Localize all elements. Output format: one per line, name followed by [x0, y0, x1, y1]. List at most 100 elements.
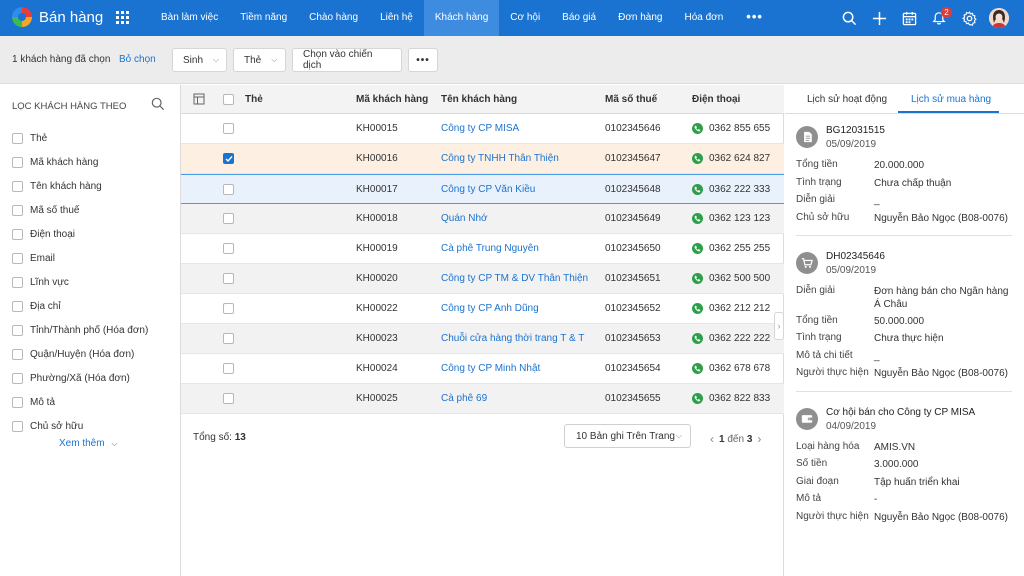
cell-customer-name-link[interactable]: Cà phê 69: [441, 393, 488, 404]
filter-item[interactable]: Mô tả: [12, 390, 148, 414]
deselect-link[interactable]: Bỏ chọn: [119, 54, 156, 65]
collapse-right-handle[interactable]: ›: [774, 312, 784, 340]
table-row[interactable]: KH00018 Quán Nhớ 0102345649 0362 123 123: [181, 204, 784, 234]
generate-dropdown-button[interactable]: Sinh ⌵: [172, 48, 227, 72]
filter-item[interactable]: Địa chỉ: [12, 294, 148, 318]
filter-checkbox[interactable]: [12, 372, 23, 384]
record-title[interactable]: Cơ hội bán cho Công ty CP MISA: [826, 406, 976, 418]
filter-item[interactable]: Thẻ: [12, 126, 148, 150]
cell-phone[interactable]: 0362 624 827: [692, 144, 770, 173]
col-customer-name[interactable]: Tên khách hàng: [441, 93, 518, 105]
next-page-icon[interactable]: ›: [757, 432, 762, 446]
nav-item[interactable]: Đơn hàng: [618, 12, 663, 23]
cell-phone[interactable]: 0362 500 500: [692, 264, 770, 293]
filter-checkbox[interactable]: [12, 228, 23, 240]
filter-item[interactable]: Chủ sở hữu: [12, 414, 148, 438]
add-to-campaign-button[interactable]: Chọn vào chiến dịch: [292, 48, 402, 72]
row-checkbox[interactable]: [223, 204, 241, 233]
filter-item[interactable]: Phường/Xã (Hóa đơn): [12, 366, 148, 390]
nav-item[interactable]: Bàn làm việc: [161, 12, 219, 23]
filter-item[interactable]: Email: [12, 246, 148, 270]
phone-icon[interactable]: [692, 393, 703, 404]
cell-customer-name-link[interactable]: Quán Nhớ: [441, 213, 488, 224]
filter-checkbox[interactable]: [12, 156, 23, 168]
row-checkbox[interactable]: [223, 294, 241, 323]
tag-dropdown-button[interactable]: Thẻ ⌵: [233, 48, 286, 72]
tab-purchase-history[interactable]: Lịch sử mua hàng: [911, 94, 992, 105]
nav-item[interactable]: Cơ hội: [510, 12, 541, 23]
cell-phone[interactable]: 0362 222 222: [692, 324, 770, 353]
filter-checkbox[interactable]: [12, 300, 23, 312]
row-checkbox[interactable]: [223, 144, 241, 173]
row-checkbox[interactable]: [223, 114, 241, 143]
filter-checkbox[interactable]: [12, 132, 23, 144]
cell-customer-name-link[interactable]: Công ty CP MISA: [441, 123, 520, 134]
tab-activity-history[interactable]: Lịch sử hoạt động: [807, 94, 888, 105]
filter-item[interactable]: Quận/Huyện (Hóa đơn): [12, 342, 148, 366]
page-size-select[interactable]: 10 Bản ghi Trên Trang ⌵: [564, 424, 691, 448]
filter-checkbox[interactable]: [12, 324, 23, 336]
row-checkbox[interactable]: [223, 324, 241, 353]
column-settings-icon[interactable]: [193, 85, 205, 113]
cell-phone[interactable]: 0362 255 255: [692, 234, 770, 263]
row-checkbox[interactable]: [223, 264, 241, 293]
cell-customer-name-link[interactable]: Công ty CP TM & DV Thân Thiện: [441, 273, 589, 284]
filter-item[interactable]: Mã số thuế: [12, 198, 148, 222]
table-row[interactable]: KH00025 Cà phê 69 0102345655 0362 822 833: [181, 384, 784, 414]
add-icon[interactable]: [864, 0, 894, 36]
cell-phone[interactable]: 0362 123 123: [692, 204, 770, 233]
notification-bell-icon[interactable]: 2: [924, 0, 954, 36]
select-all-checkbox[interactable]: [223, 85, 241, 113]
cell-phone[interactable]: 0362 222 333: [692, 175, 770, 203]
col-tax-code[interactable]: Mã số thuế: [605, 93, 658, 105]
filter-item[interactable]: Mã khách hàng: [12, 150, 148, 174]
table-row[interactable]: KH00022 Công ty CP Anh Dũng 0102345652 0362…: [181, 294, 784, 324]
filter-checkbox[interactable]: [12, 420, 23, 432]
table-row[interactable]: KH00019 Cà phê Trung Nguyên 0102345650 0362…: [181, 234, 784, 264]
filter-item[interactable]: Tên khách hàng: [12, 174, 148, 198]
nav-item[interactable]: Liên hệ: [380, 12, 413, 23]
cell-customer-name-link[interactable]: Công ty TNHH Thân Thiện: [441, 153, 559, 164]
filter-checkbox[interactable]: [12, 276, 23, 288]
col-tag[interactable]: Thẻ: [245, 93, 263, 105]
phone-icon[interactable]: [692, 363, 703, 374]
table-row[interactable]: KH00024 Công ty CP Minh Nhật 0102345654 036…: [181, 354, 784, 384]
settings-gear-icon[interactable]: [954, 0, 984, 36]
cell-phone[interactable]: 0362 855 655: [692, 114, 770, 143]
cell-phone[interactable]: 0362 212 212: [692, 294, 770, 323]
phone-icon[interactable]: [692, 273, 703, 284]
nav-item[interactable]: Khách hàng: [423, 0, 500, 36]
filter-checkbox[interactable]: [12, 204, 23, 216]
phone-icon[interactable]: [692, 243, 703, 254]
cell-phone[interactable]: 0362 822 833: [692, 384, 770, 413]
col-phone[interactable]: Điện thoại: [692, 93, 741, 105]
phone-icon[interactable]: [692, 183, 703, 195]
filter-item[interactable]: Điện thoại: [12, 222, 148, 246]
table-row[interactable]: KH00017 Công ty CP Văn Kiều 0102345648 0362…: [181, 174, 784, 204]
cell-customer-name-link[interactable]: Công ty CP Văn Kiều: [441, 183, 536, 195]
prev-page-icon[interactable]: ‹: [710, 432, 714, 446]
cell-phone[interactable]: 0362 678 678: [692, 354, 770, 383]
cell-customer-name-link[interactable]: Công ty CP Anh Dũng: [441, 303, 539, 314]
brand[interactable]: Bán hàng: [12, 7, 103, 27]
calendar-icon[interactable]: [894, 0, 924, 36]
toolbar-more-button[interactable]: •••: [408, 48, 438, 72]
cell-customer-name-link[interactable]: Cà phê Trung Nguyên: [441, 243, 539, 254]
user-avatar[interactable]: [984, 0, 1014, 36]
row-checkbox[interactable]: [223, 175, 241, 203]
table-row[interactable]: KH00020 Công ty CP TM & DV Thân Thiện 0102…: [181, 264, 784, 294]
nav-item[interactable]: Tiềm năng: [240, 12, 288, 23]
phone-icon[interactable]: [692, 153, 703, 164]
record-title[interactable]: DH02345646: [826, 251, 885, 262]
row-checkbox[interactable]: [223, 354, 241, 383]
nav-item[interactable]: Hóa đơn: [684, 12, 724, 23]
search-icon[interactable]: [151, 97, 165, 114]
row-checkbox[interactable]: [223, 234, 241, 263]
nav-item[interactable]: Báo giá: [562, 12, 597, 23]
app-grid-icon[interactable]: [116, 11, 129, 24]
filter-item[interactable]: Tỉnh/Thành phố (Hóa đơn): [12, 318, 148, 342]
cell-customer-name-link[interactable]: Chuỗi cửa hàng thời trang T & T: [441, 333, 585, 344]
filter-checkbox[interactable]: [12, 180, 23, 192]
filter-checkbox[interactable]: [12, 348, 23, 360]
phone-icon[interactable]: [692, 303, 703, 314]
